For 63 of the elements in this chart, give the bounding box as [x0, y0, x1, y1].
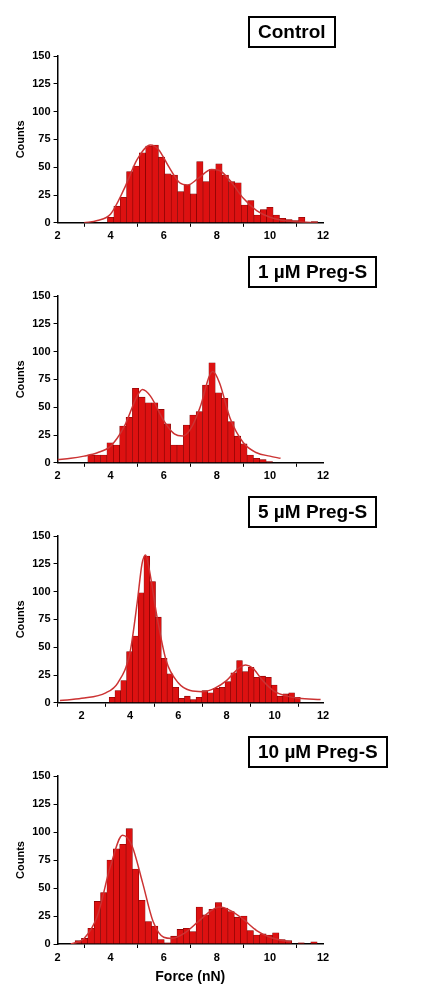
- x-tick-label: 4: [107, 469, 115, 482]
- x-tick-label: 8: [213, 950, 220, 963]
- x-tick-label: 6: [160, 469, 167, 482]
- y-tick-label: 150: [32, 529, 51, 542]
- x-tick-label: 8: [213, 229, 220, 242]
- x-tick-label: 2: [54, 469, 61, 482]
- y-tick-label: 0: [44, 937, 51, 950]
- y-tick-label: 75: [38, 372, 51, 385]
- chart-title: 1 µM Preg-S: [248, 256, 378, 288]
- line-series: [70, 834, 292, 944]
- y-tick-label: 25: [38, 188, 51, 201]
- x-tick-label: 8: [213, 469, 220, 482]
- x-tick-label: 10: [263, 469, 277, 482]
- x-tick-label: 2: [54, 229, 61, 242]
- y-tick-label: 0: [44, 215, 51, 228]
- x-tick-label: 6: [175, 709, 182, 722]
- x-tick-label: 10: [268, 709, 281, 722]
- x-tick-label: 12: [316, 709, 330, 722]
- y-tick-label: 125: [32, 556, 51, 569]
- x-tick-label: 6: [160, 950, 167, 963]
- x-tick-label: 2: [54, 950, 61, 963]
- x-tick-label: 10: [263, 950, 277, 963]
- y-tick-label: 0: [44, 695, 51, 708]
- y-tick-label: 75: [38, 853, 51, 866]
- y-tick-label: 25: [38, 668, 51, 681]
- x-tick-label: 10: [263, 229, 277, 242]
- x-axis-title: Force (nN): [155, 968, 226, 985]
- y-tick-label: 125: [32, 797, 51, 810]
- x-tick-label: 4: [126, 709, 134, 722]
- y-tick-label: 125: [32, 76, 51, 89]
- y-axis-title: Counts: [13, 120, 26, 159]
- x-tick-label: 12: [316, 229, 330, 242]
- x-tick-label: 12: [316, 469, 330, 482]
- x-tick-label: 12: [316, 950, 330, 963]
- y-tick-label: 100: [32, 344, 51, 357]
- y-tick-label: 50: [38, 400, 51, 413]
- y-axis-title: Counts: [13, 841, 26, 879]
- y-tick-label: 100: [32, 104, 51, 117]
- y-tick-label: 100: [32, 584, 51, 597]
- chart-title: 10 µM Preg-S: [248, 736, 388, 768]
- x-tick-label: 2: [78, 709, 85, 722]
- x-tick-label: 4: [107, 950, 115, 963]
- chart-title: Control: [248, 16, 336, 48]
- y-tick-label: 75: [38, 612, 51, 625]
- y-tick-label: 100: [32, 825, 51, 838]
- y-tick-label: 50: [38, 160, 51, 173]
- y-tick-label: 150: [32, 289, 51, 302]
- y-tick-label: 150: [32, 769, 51, 782]
- y-tick-label: 50: [38, 881, 51, 894]
- y-tick-label: 125: [32, 316, 51, 329]
- chart-title: 5 µM Preg-S: [248, 496, 378, 528]
- x-tick-label: 8: [223, 709, 230, 722]
- x-tick-label: 4: [107, 229, 115, 242]
- y-tick-label: 75: [38, 132, 51, 145]
- y-axis-title: Counts: [13, 360, 26, 399]
- y-tick-label: 150: [32, 49, 51, 62]
- y-tick-label: 50: [38, 640, 51, 653]
- y-tick-label: 25: [38, 428, 51, 441]
- line-series: [57, 370, 282, 461]
- y-tick-label: 25: [38, 909, 51, 922]
- x-tick-label: 6: [160, 229, 167, 242]
- y-tick-label: 0: [44, 455, 51, 468]
- y-axis-title: Counts: [13, 600, 26, 639]
